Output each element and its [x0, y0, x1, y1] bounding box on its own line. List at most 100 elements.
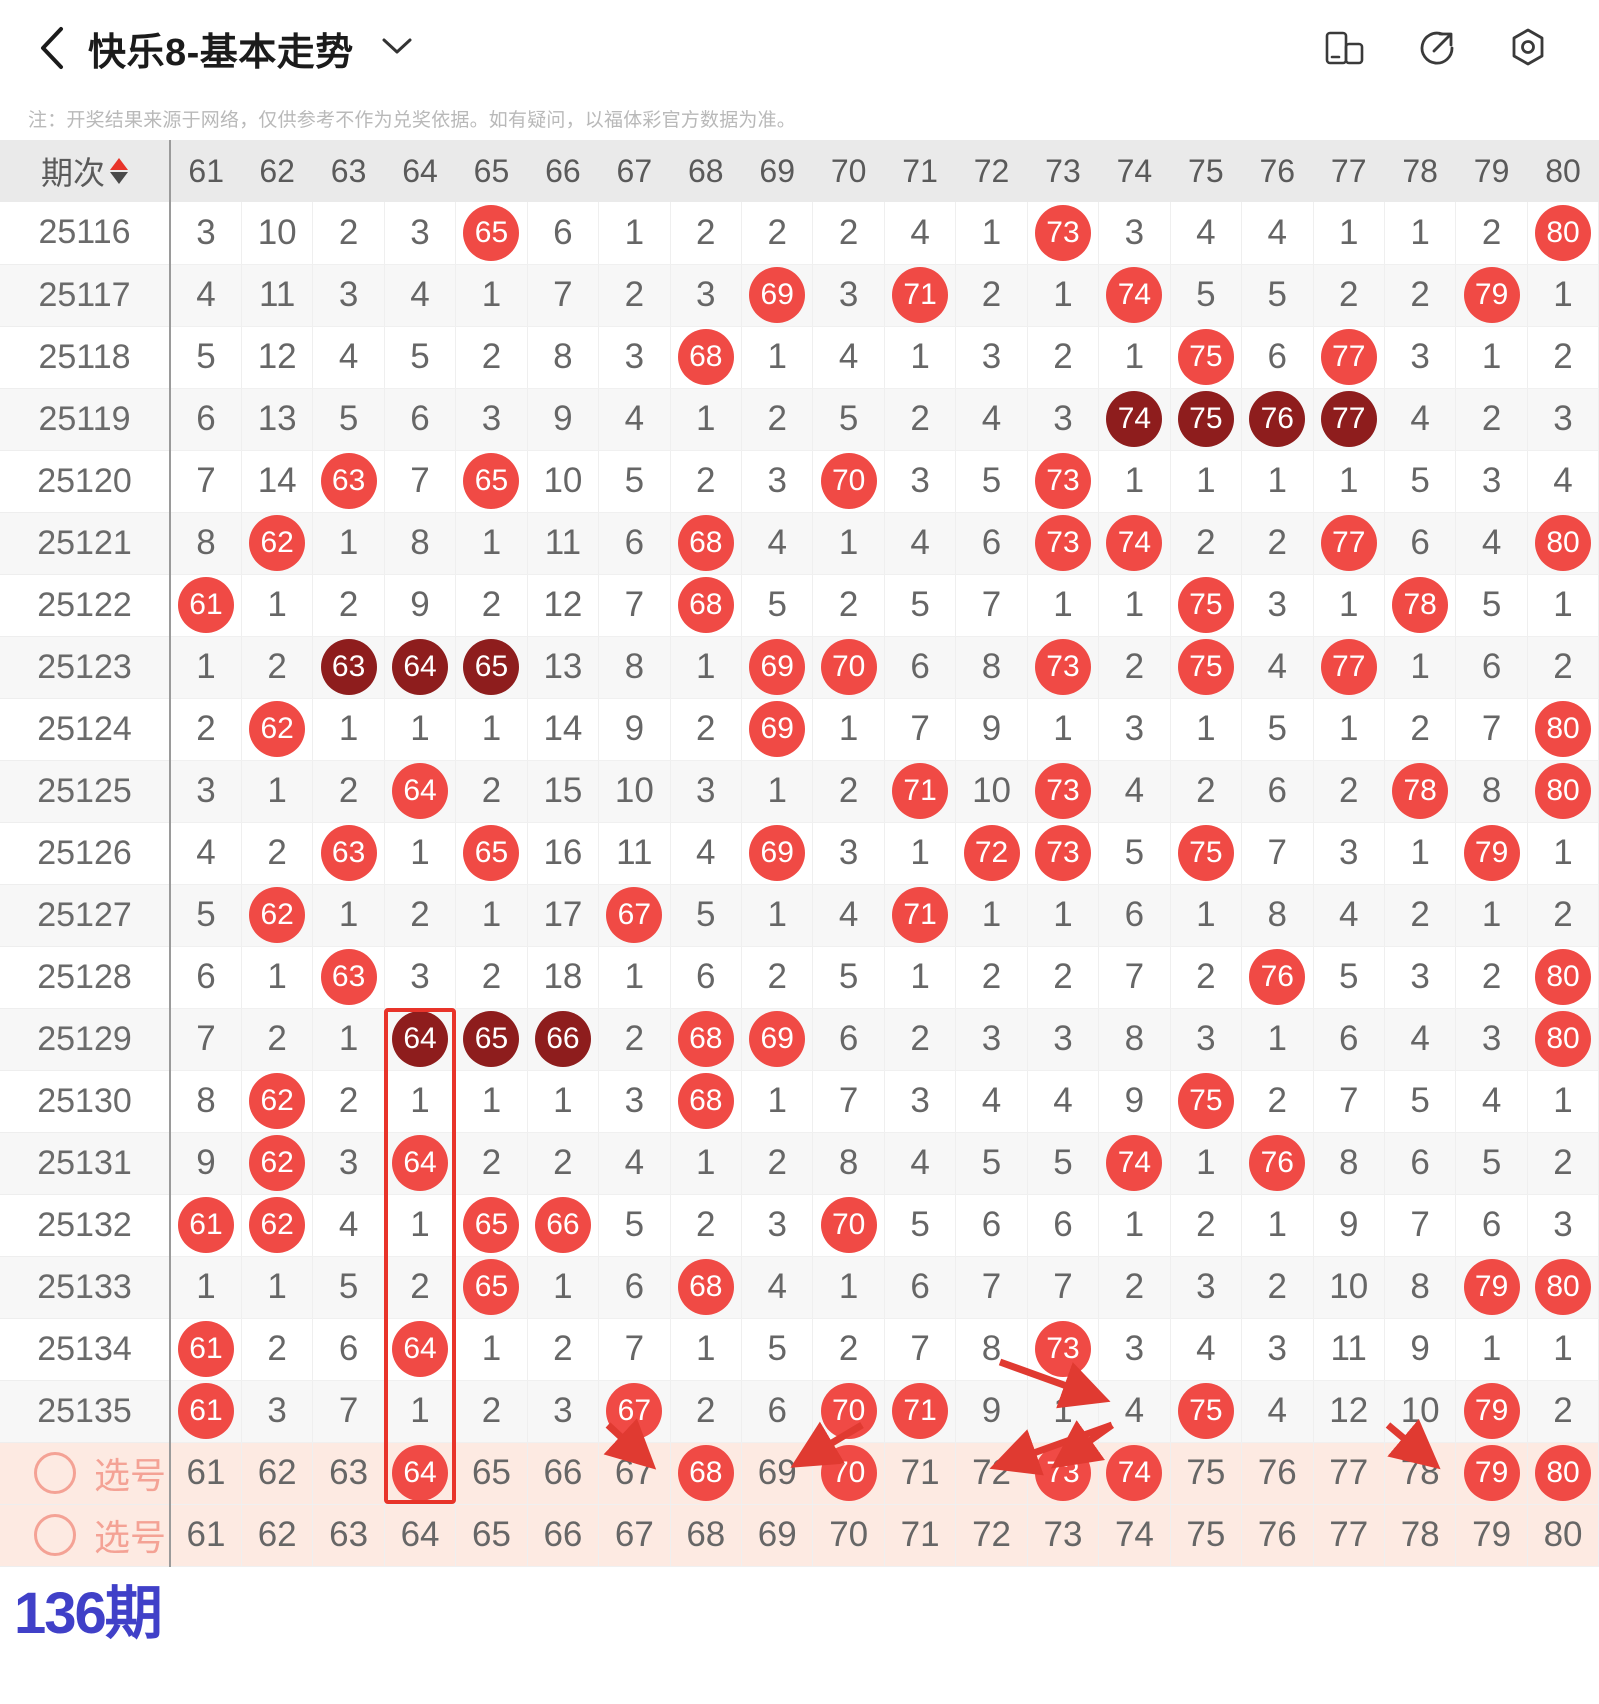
- share-external-icon[interactable]: [1413, 25, 1459, 71]
- pick-cell-65[interactable]: 65: [455, 1442, 528, 1505]
- pick-hit-ball[interactable]: 68: [677, 1445, 734, 1501]
- column-header-75[interactable]: 75: [1170, 140, 1242, 202]
- column-header-69[interactable]: 69: [741, 140, 813, 202]
- table-row[interactable]: 25116 3 10 2 3 65 6 1 2 2 2 4 1 73 3 4 4 1 1 2 80: [0, 202, 1599, 265]
- pick-cell-80[interactable]: 80: [1527, 1504, 1599, 1567]
- pick-cell-62[interactable]: 62: [241, 1442, 314, 1505]
- table-row[interactable]: 25130 8 62 2 1 1 1 3 68 1 7 3 4 4 9 75 2 7 5 4 1: [0, 1070, 1599, 1133]
- pick-cell-63[interactable]: 63: [312, 1442, 385, 1505]
- pick-cell-62[interactable]: 62: [241, 1504, 314, 1567]
- table-row[interactable]: 25129 7 2 1 64 65 66 2 68 69 6 2 3 3 8 3 1 6 4 3 80: [0, 1008, 1599, 1071]
- pick-cell-76[interactable]: 76: [1241, 1442, 1314, 1505]
- pick-cell-67[interactable]: 67: [598, 1504, 671, 1567]
- pick-cell-80[interactable]: 80: [1527, 1442, 1599, 1505]
- column-header-74[interactable]: 74: [1098, 140, 1171, 202]
- pick-cell-73[interactable]: 73: [1027, 1442, 1100, 1505]
- pick-cell-71[interactable]: 71: [884, 1442, 957, 1505]
- radio-circle-icon[interactable]: [34, 1452, 76, 1494]
- column-header-63[interactable]: 63: [312, 140, 385, 202]
- pick-hit-ball[interactable]: 74: [1106, 1445, 1163, 1501]
- column-header-73[interactable]: 73: [1027, 140, 1099, 202]
- pick-cell-70[interactable]: 70: [812, 1442, 885, 1505]
- pick-cell-63[interactable]: 63: [312, 1504, 385, 1567]
- pick-cell-66[interactable]: 66: [527, 1504, 600, 1567]
- column-header-71[interactable]: 71: [884, 140, 956, 202]
- column-header-78[interactable]: 78: [1384, 140, 1456, 202]
- pick-row-label-cell[interactable]: 选号: [0, 1442, 171, 1505]
- column-header-77[interactable]: 77: [1313, 140, 1385, 202]
- pick-cell-68[interactable]: 68: [670, 1442, 743, 1505]
- pick-cell-75[interactable]: 75: [1170, 1442, 1243, 1505]
- pick-cell-69[interactable]: 69: [741, 1504, 814, 1567]
- pick-cell-66[interactable]: 66: [527, 1442, 600, 1505]
- pick-hit-ball[interactable]: 70: [820, 1445, 877, 1501]
- column-header-72[interactable]: 72: [955, 140, 1028, 202]
- pick-cell-73[interactable]: 73: [1027, 1504, 1100, 1567]
- table-row[interactable]: 25131 9 62 3 64 2 2 4 1 2 8 4 5 5 74 1 76 8 6 5 2: [0, 1132, 1599, 1195]
- pick-cell-72[interactable]: 72: [955, 1442, 1028, 1505]
- pick-cell-64[interactable]: 64: [384, 1504, 457, 1567]
- table-row[interactable]: 25126 4 2 63 1 65 16 11 4 69 3 1 72 73 5 75 7 3 1 79 1: [0, 822, 1599, 885]
- column-header-79[interactable]: 79: [1455, 140, 1528, 202]
- pick-cell-76[interactable]: 76: [1241, 1504, 1314, 1567]
- pick-cell-70[interactable]: 70: [812, 1504, 885, 1567]
- pick-cell-74[interactable]: 74: [1098, 1504, 1171, 1567]
- settings-hex-icon[interactable]: [1505, 25, 1551, 71]
- table-row[interactable]: 25125 3 1 2 64 2 15 10 3 1 2 71 10 73 4 2 6 2 78 8 80: [0, 760, 1599, 823]
- column-header-65[interactable]: 65: [455, 140, 528, 202]
- pick-cell-69[interactable]: 69: [741, 1442, 814, 1505]
- table-row[interactable]: 25127 5 62 1 2 1 17 67 5 1 4 71 1 1 6 1 8 4 2 1 2: [0, 884, 1599, 947]
- table-row[interactable]: 25118 5 12 4 5 2 8 3 68 1 4 1 3 2 1 75 6 77 3 1 2: [0, 326, 1599, 389]
- table-row[interactable]: 25120 7 14 63 7 65 10 5 2 3 70 3 5 73 1 1 1 1 5 3 4: [0, 450, 1599, 513]
- column-header-68[interactable]: 68: [670, 140, 742, 202]
- pick-cell-68[interactable]: 68: [670, 1504, 743, 1567]
- column-header-67[interactable]: 67: [598, 140, 671, 202]
- pick-hit-ball[interactable]: 80: [1535, 1445, 1592, 1501]
- pick-cell-61[interactable]: 61: [170, 1504, 242, 1567]
- pick-cell-65[interactable]: 65: [455, 1504, 528, 1567]
- pick-hit-ball[interactable]: 79: [1463, 1445, 1520, 1501]
- pick-cell-71[interactable]: 71: [884, 1504, 957, 1567]
- table-row[interactable]: 25122 61 1 2 9 2 12 7 68 5 2 5 7 1 1 75 3 1 78 5 1: [0, 574, 1599, 637]
- landscape-rotate-icon[interactable]: [1321, 25, 1367, 71]
- sort-control[interactable]: [110, 158, 128, 184]
- pick-row[interactable]: 选号 61 62 63 64 65 66 67 68 69 70 71 72 73 74 75 76 77 78 79…: [0, 1504, 1599, 1567]
- table-row[interactable]: 25132 61 62 4 1 65 66 5 2 3 70 5 6 6 1 2 1 9 7 6 3: [0, 1194, 1599, 1257]
- issue-column-header[interactable]: 期次: [0, 140, 171, 202]
- table-row[interactable]: 25123 1 2 63 64 65 13 8 1 69 70 6 8 73 2 75 4 77 1 6 2: [0, 636, 1599, 699]
- pick-cell-78[interactable]: 78: [1384, 1504, 1457, 1567]
- pick-cell-72[interactable]: 72: [955, 1504, 1028, 1567]
- pick-cell-75[interactable]: 75: [1170, 1504, 1243, 1567]
- pick-cell-61[interactable]: 61: [170, 1442, 242, 1505]
- table-row[interactable]: 25119 6 13 5 6 3 9 4 1 2 5 2 4 3 74 75 76 77 4 2 3: [0, 388, 1599, 451]
- pick-cell-79[interactable]: 79: [1455, 1504, 1528, 1567]
- table-row[interactable]: 25128 6 1 63 3 2 18 1 6 2 5 1 2 2 7 2 76 5 3 2 80: [0, 946, 1599, 1009]
- pick-cell-74[interactable]: 74: [1098, 1442, 1171, 1505]
- back-button[interactable]: [28, 25, 74, 71]
- column-header-62[interactable]: 62: [241, 140, 313, 202]
- table-row[interactable]: 25135 61 3 7 1 2 3 67 2 6 70 71 9 1 4 75 4 12 10 79 2: [0, 1380, 1599, 1443]
- table-row[interactable]: 25134 61 2 6 64 1 2 7 1 5 2 7 8 73 3 4 3 11 9 1 1: [0, 1318, 1599, 1381]
- pick-cell-78[interactable]: 78: [1384, 1442, 1457, 1505]
- column-header-64[interactable]: 64: [384, 140, 456, 202]
- pick-cell-79[interactable]: 79: [1455, 1442, 1528, 1505]
- pick-row[interactable]: 选号 61 62 63 64 65 66 67 68 69 70 71 72 73 74 75 76 77 78 79…: [0, 1442, 1599, 1505]
- pick-cell-67[interactable]: 67: [598, 1442, 671, 1505]
- pick-cell-64[interactable]: 64: [384, 1442, 457, 1505]
- table-row[interactable]: 25117 4 11 3 4 1 7 2 3 69 3 71 2 1 74 5 5 2 2 79 1: [0, 264, 1599, 327]
- column-header-66[interactable]: 66: [527, 140, 599, 202]
- pick-row-label-cell[interactable]: 选号: [0, 1504, 171, 1567]
- column-header-80[interactable]: 80: [1527, 140, 1599, 202]
- title-dropdown-button[interactable]: [380, 35, 414, 62]
- column-header-70[interactable]: 70: [812, 140, 885, 202]
- column-header-61[interactable]: 61: [170, 140, 242, 202]
- column-header-76[interactable]: 76: [1241, 140, 1313, 202]
- table-row[interactable]: 25133 1 1 5 2 65 1 6 68 4 1 6 7 7 2 3 2 10 8 79 80: [0, 1256, 1599, 1319]
- table-row[interactable]: 25121 8 62 1 8 1 11 6 68 4 1 4 6 73 74 2 2 77 6 4 80: [0, 512, 1599, 575]
- pick-hit-ball[interactable]: 64: [392, 1445, 449, 1501]
- pick-hit-ball[interactable]: 73: [1034, 1445, 1091, 1501]
- pick-cell-77[interactable]: 77: [1313, 1442, 1385, 1505]
- table-row[interactable]: 25124 2 62 1 1 1 14 9 2 69 1 7 9 1 3 1 5 1 2 7 80: [0, 698, 1599, 761]
- radio-circle-icon[interactable]: [34, 1514, 76, 1556]
- pick-cell-77[interactable]: 77: [1313, 1504, 1385, 1567]
